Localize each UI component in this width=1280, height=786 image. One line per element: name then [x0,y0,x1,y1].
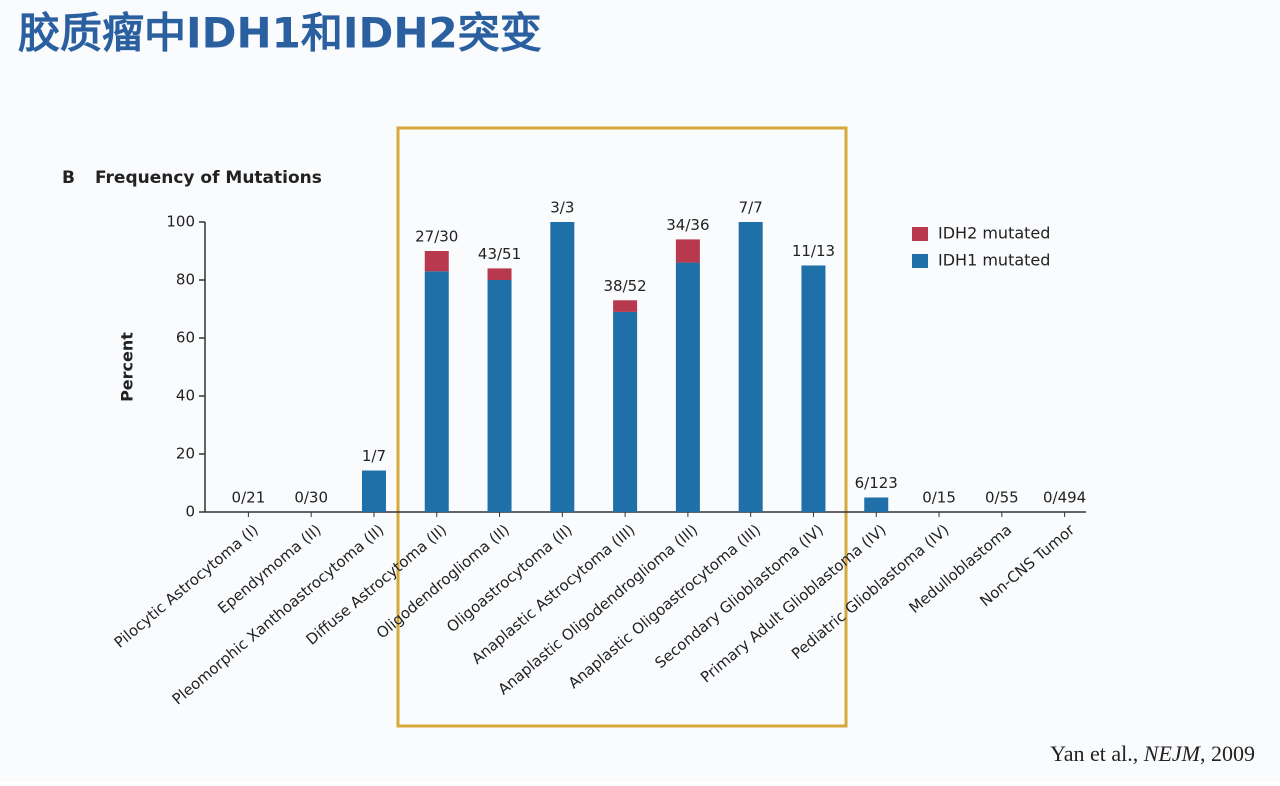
bar-segment [613,300,638,312]
y-tick-label: 40 [176,387,195,405]
bar-label: 0/21 [232,489,266,507]
bar-label: 7/7 [739,199,763,217]
bar-label: 38/52 [603,277,646,295]
citation-authors: Yan et al., [1050,741,1144,766]
citation-year: , 2009 [1200,741,1255,766]
bar-label: 1/7 [362,447,386,465]
bar-label: 11/13 [792,242,835,260]
bar-label: 27/30 [415,228,458,246]
bar-segment [487,268,512,280]
slide-title: 胶质瘤中IDH1和IDH2突变 [18,9,542,58]
bar-segment [864,497,889,512]
highlight-box [396,126,848,728]
bar-label: 0/55 [985,489,1019,507]
chart-title: Frequency of Mutations [95,168,322,188]
bar-label: 3/3 [550,199,574,217]
legend-label: IDH1 mutated [938,251,1050,270]
citation: Yan et al., NEJM, 2009 [1050,741,1255,766]
bar-segment [675,239,700,263]
bar-segment [613,311,638,512]
bar-segment [675,262,700,512]
legend-label: IDH2 mutated [938,224,1050,243]
y-tick-label: 20 [176,445,195,463]
bar-label: 0/15 [922,489,956,507]
y-axis-label: Percent [118,332,137,402]
y-tick-label: 0 [185,503,195,521]
bar-segment [801,265,826,512]
bar-label: 0/494 [1043,489,1086,507]
bar-segment [738,222,763,512]
bar-segment [487,280,512,512]
y-tick-label: 80 [176,271,195,289]
bar-segment [424,251,449,272]
legend-swatch [912,254,928,268]
bar-label: 34/36 [666,216,709,234]
panel-label: B [62,168,75,188]
bar-label: 6/123 [855,474,898,492]
bar-segment [361,470,386,512]
bar-segment [550,222,575,512]
y-tick-label: 60 [176,329,195,347]
legend-swatch [912,227,928,241]
bar-segment [424,271,449,512]
bar-label: 43/51 [478,245,521,263]
y-tick-label: 100 [166,213,195,231]
bar-label: 0/30 [294,489,328,507]
citation-journal: NEJM [1143,741,1202,766]
